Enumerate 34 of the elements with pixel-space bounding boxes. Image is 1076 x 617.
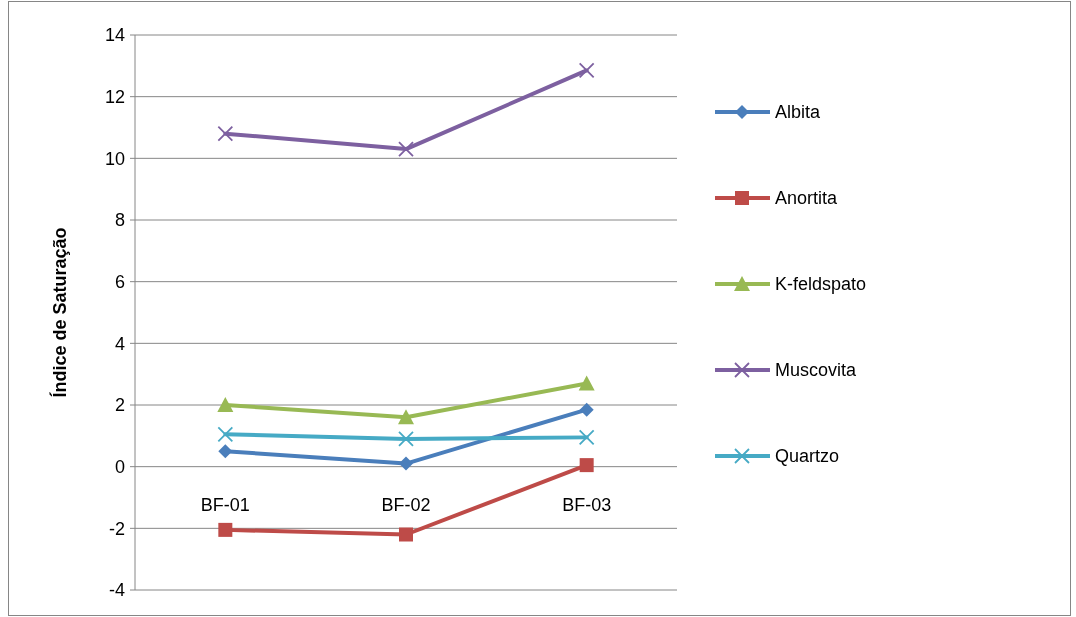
point	[578, 375, 595, 391]
point	[399, 527, 413, 542]
point	[578, 429, 595, 446]
y-tick-label: 8	[114, 210, 125, 231]
y-tick-label: 2	[114, 395, 125, 416]
legend-label: K-feldspato	[775, 274, 867, 295]
point	[579, 402, 594, 417]
point	[578, 62, 595, 79]
point	[399, 456, 413, 471]
y-tick-label: 0	[114, 456, 125, 477]
point	[398, 141, 414, 157]
point	[217, 397, 234, 412]
x-tick-label: BF-03	[562, 494, 612, 515]
y-tick-label: -4	[108, 580, 125, 601]
point	[218, 444, 233, 459]
point	[217, 125, 234, 142]
point	[398, 409, 414, 425]
legend-label: Quartzo	[775, 446, 840, 467]
y-tick-label: 6	[114, 271, 125, 292]
legend-label: Albita	[775, 102, 822, 123]
y-tick-label: 4	[114, 333, 125, 354]
y-tick-label: 10	[104, 148, 125, 169]
y-tick-label: -2	[108, 518, 125, 539]
legend-label: Muscovita	[775, 360, 858, 381]
point	[398, 431, 414, 447]
point	[217, 426, 234, 443]
y-tick-label: 14	[104, 25, 125, 46]
x-tick-label: BF-02	[381, 494, 431, 515]
y-tick-label: 12	[104, 86, 125, 107]
point	[579, 458, 594, 473]
x-tick-label: BF-01	[200, 494, 250, 515]
legend-label: Anortita	[775, 188, 839, 209]
point	[218, 522, 233, 537]
y-axis-title: Índice de Saturação	[49, 227, 70, 398]
